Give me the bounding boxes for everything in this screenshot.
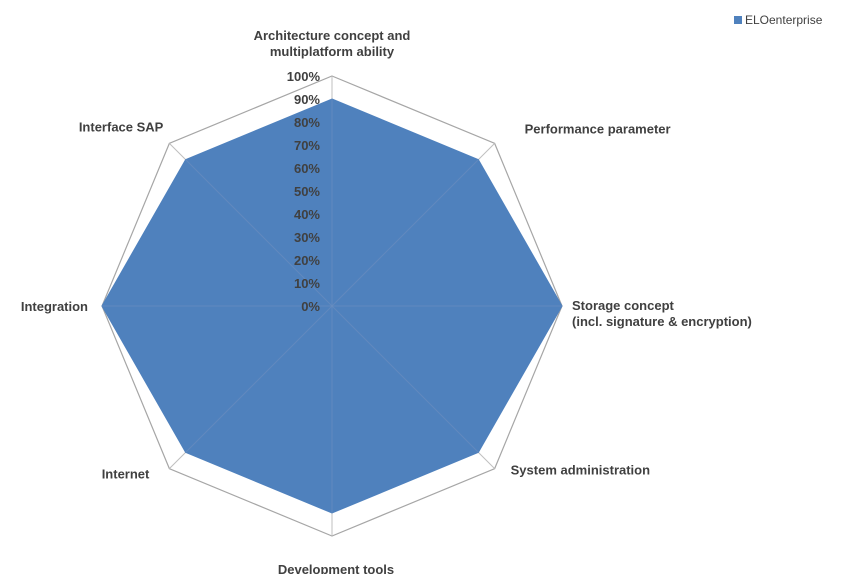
tick-label: 80% xyxy=(294,115,320,130)
legend-swatch xyxy=(734,16,742,24)
tick-label: 60% xyxy=(294,161,320,176)
tick-label: 40% xyxy=(294,207,320,222)
radial-tick-labels: 0% 10% 20% 30% 40% 50% 60% 70% 80% 90% 100% xyxy=(287,69,321,314)
inner-spoke-3 xyxy=(331,305,479,453)
tick-label: 100% xyxy=(287,69,321,84)
tick-label: 20% xyxy=(294,253,320,268)
legend-label: ELOenterprise xyxy=(745,13,823,27)
category-label-2: Storage concept (incl. signature & encryp… xyxy=(572,298,752,329)
category-label-0: Architecture concept and multiplatform ab… xyxy=(254,28,411,59)
tick-label: 70% xyxy=(294,138,320,153)
category-label-6: Integration xyxy=(21,299,88,314)
category-labels: Architecture concept and multiplatform ab… xyxy=(21,28,752,574)
category-label-4: Development tools xyxy=(278,562,394,574)
tick-label: 50% xyxy=(294,184,320,199)
category-label-3: System administration xyxy=(511,463,650,478)
inner-spoke-1 xyxy=(331,159,479,307)
tick-label: 0% xyxy=(301,299,320,314)
category-label-7: Interface SAP xyxy=(79,119,164,134)
inner-spoke-7 xyxy=(185,159,333,307)
category-label-5: Internet xyxy=(102,467,150,482)
category-label-1: Performance parameter xyxy=(525,121,671,136)
legend: ELOenterprise xyxy=(734,13,823,27)
tick-label: 10% xyxy=(294,276,320,291)
series-layer xyxy=(101,98,563,514)
tick-label: 90% xyxy=(294,92,320,107)
inner-spoke-5 xyxy=(185,305,333,453)
tick-label: 30% xyxy=(294,230,320,245)
